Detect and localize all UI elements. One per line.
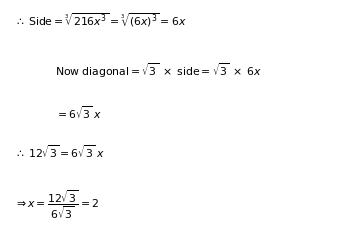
Text: $\therefore\;12\sqrt{3} = 6\sqrt{3}\;x$: $\therefore\;12\sqrt{3} = 6\sqrt{3}\;x$ xyxy=(14,143,105,160)
Text: $\Rightarrow x = \dfrac{12\sqrt{3}}{6\sqrt{3}} = 2$: $\Rightarrow x = \dfrac{12\sqrt{3}}{6\sq… xyxy=(14,188,99,221)
Text: $\mathrm{Now\;diagonal} = \sqrt{3}\;\times\;\mathrm{side} = \sqrt{3}\;\times\;6x: $\mathrm{Now\;diagonal} = \sqrt{3}\;\tim… xyxy=(55,61,262,80)
Text: $\therefore\;\mathrm{Side} = \sqrt[3]{216x^3} = \sqrt[3]{(6x)^3} = 6x$: $\therefore\;\mathrm{Side} = \sqrt[3]{21… xyxy=(14,11,186,29)
Text: $= 6\sqrt{3}\;x$: $= 6\sqrt{3}\;x$ xyxy=(55,104,102,121)
